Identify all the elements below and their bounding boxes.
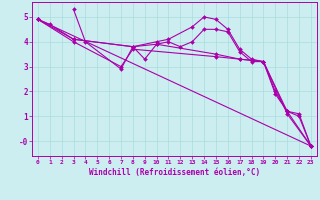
X-axis label: Windchill (Refroidissement éolien,°C): Windchill (Refroidissement éolien,°C) xyxy=(89,168,260,177)
